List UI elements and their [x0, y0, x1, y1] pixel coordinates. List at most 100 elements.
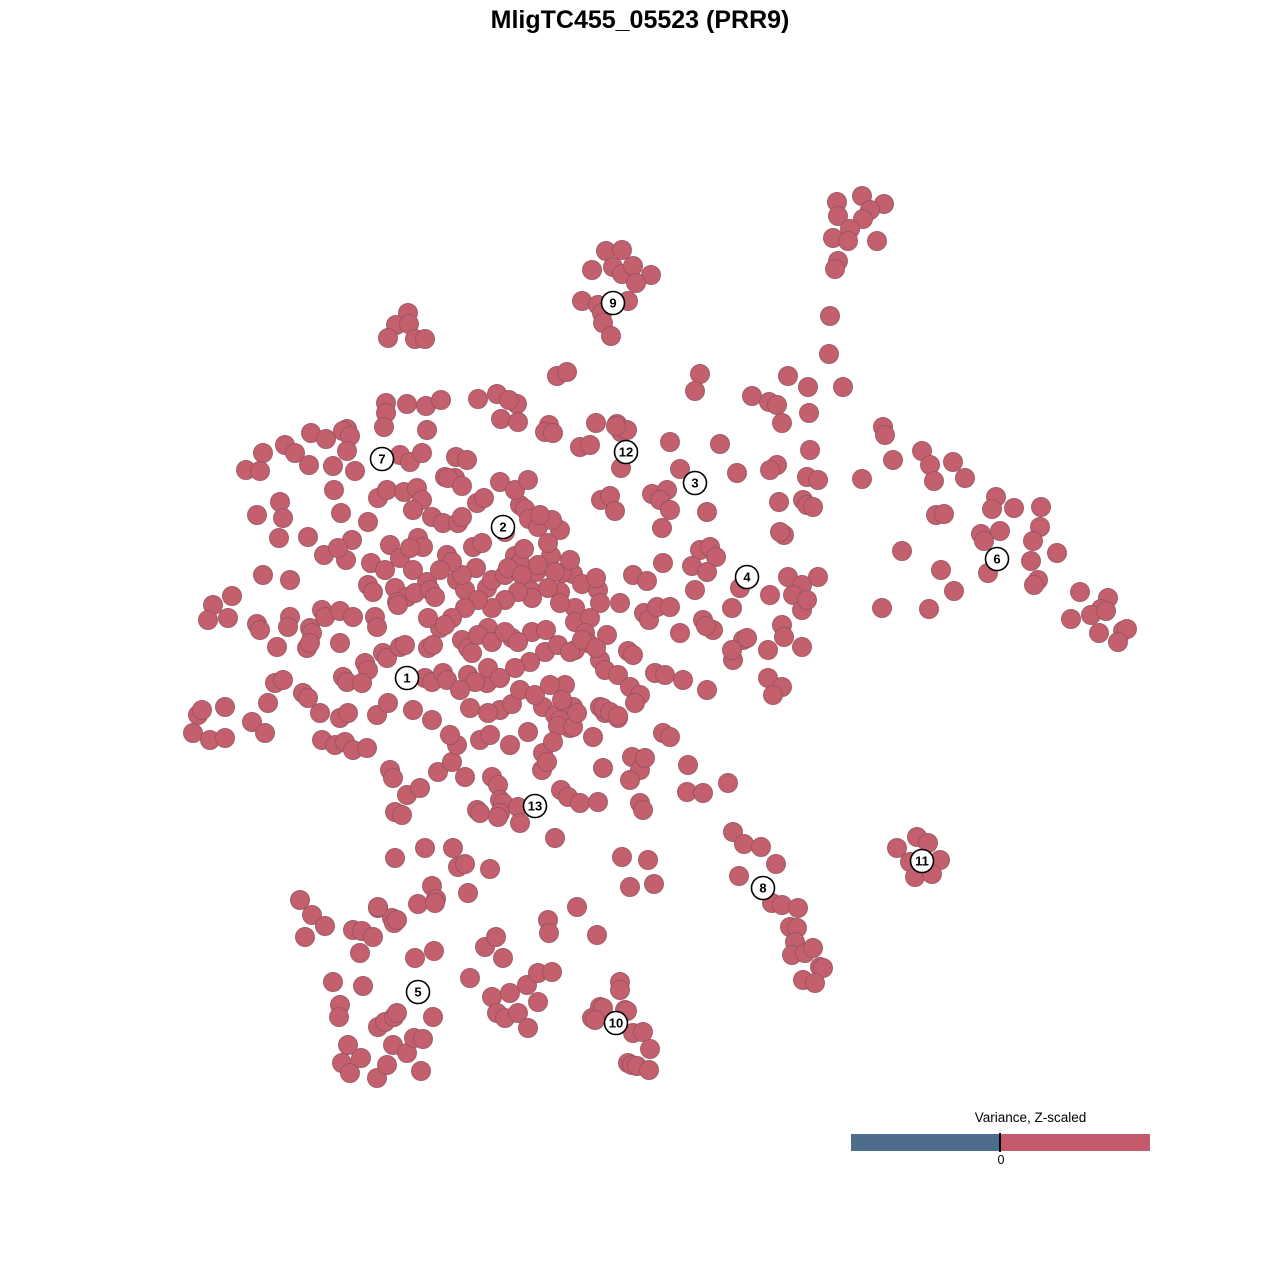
data-point: [635, 748, 655, 768]
cluster-label-11: 11: [909, 848, 935, 874]
cluster-label-text: 7: [378, 452, 385, 467]
data-point: [585, 1010, 605, 1030]
data-point: [633, 800, 653, 820]
data-point: [343, 607, 363, 627]
data-point: [557, 362, 577, 382]
data-point: [770, 522, 790, 542]
data-point: [552, 690, 572, 710]
data-point: [514, 539, 534, 559]
cluster-label-circle: [522, 793, 548, 819]
data-point: [253, 443, 273, 463]
data-point: [652, 518, 672, 538]
data-point: [626, 273, 646, 293]
data-point: [543, 423, 563, 443]
data-point: [660, 727, 680, 747]
data-point: [1024, 575, 1044, 595]
cluster-label-circle: [405, 979, 431, 1005]
data-point: [395, 635, 415, 655]
data-point: [392, 805, 412, 825]
cluster-label-circle: [734, 564, 760, 590]
data-point: [474, 488, 494, 508]
data-point: [491, 409, 511, 429]
data-point: [536, 620, 556, 640]
data-point: [518, 470, 538, 490]
data-point: [387, 910, 407, 930]
data-point: [774, 627, 794, 647]
data-point: [418, 608, 438, 628]
data-point: [606, 416, 626, 436]
data-point: [797, 590, 817, 610]
data-point: [377, 480, 397, 500]
data-point: [403, 700, 423, 720]
data-point: [470, 803, 490, 823]
data-point: [819, 344, 839, 364]
data-point: [542, 962, 562, 982]
data-point: [887, 838, 907, 858]
data-point: [805, 973, 825, 993]
data-point: [500, 735, 520, 755]
data-point: [751, 837, 771, 857]
data-point: [377, 648, 397, 668]
cluster-label-circle: [490, 514, 516, 540]
data-point: [772, 413, 792, 433]
data-point: [655, 665, 675, 685]
data-point: [329, 1007, 349, 1027]
data-point: [340, 1063, 360, 1083]
data-point: [338, 703, 358, 723]
data-point: [255, 723, 275, 743]
cluster-label-circle: [682, 470, 708, 496]
cluster-label-1: 1: [394, 665, 420, 691]
data-point: [422, 710, 442, 730]
data-point: [955, 468, 975, 488]
data-point: [222, 586, 242, 606]
data-point: [587, 925, 607, 945]
data-point: [990, 521, 1010, 541]
data-point: [472, 533, 492, 553]
data-point: [924, 471, 944, 491]
data-point: [660, 597, 680, 617]
data-point: [583, 727, 603, 747]
data-point: [368, 897, 388, 917]
data-point: [452, 507, 472, 527]
data-point: [919, 599, 939, 619]
data-point: [505, 658, 525, 678]
cluster-label-2: 2: [490, 514, 516, 540]
data-point: [550, 593, 570, 613]
data-point: [285, 443, 305, 463]
data-point: [638, 850, 658, 870]
data-point: [1023, 531, 1043, 551]
data-point: [411, 1061, 431, 1081]
data-point: [590, 593, 610, 613]
data-point: [215, 697, 235, 717]
data-point: [353, 976, 373, 996]
data-point: [697, 502, 717, 522]
data-point: [608, 665, 628, 685]
data-point: [415, 329, 435, 349]
data-point: [567, 897, 587, 917]
data-point: [586, 413, 606, 433]
data-point: [363, 927, 383, 947]
cluster-label-text: 1: [403, 671, 410, 686]
data-point: [267, 637, 287, 657]
data-point: [769, 492, 789, 512]
data-point: [316, 429, 336, 449]
data-point: [478, 703, 498, 723]
data-point: [405, 948, 425, 968]
data-point: [610, 593, 630, 613]
data-point: [605, 501, 625, 521]
data-point: [660, 500, 680, 520]
data-point: [697, 562, 717, 582]
data-point: [737, 628, 757, 648]
data-point: [588, 792, 608, 812]
data-point: [435, 615, 455, 635]
data-point: [458, 883, 478, 903]
data-point: [403, 560, 423, 580]
data-point: [803, 938, 823, 958]
data-point: [760, 460, 780, 480]
data-point: [410, 778, 430, 798]
data-point: [1108, 632, 1128, 652]
data-point: [375, 560, 395, 580]
data-point: [400, 538, 420, 558]
data-point: [798, 377, 818, 397]
